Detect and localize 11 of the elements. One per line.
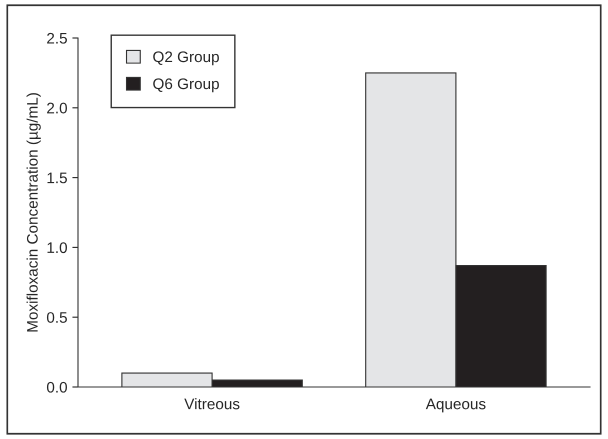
legend-label: Q2 Group: [153, 51, 219, 66]
y-tick-label: 1.5: [48, 172, 67, 184]
y-axis-title: Moxifloxacin Concentration (µg/mL): [26, 93, 41, 332]
y-tick-label: 0.0: [46, 382, 67, 393]
y-tick-label: 2.0: [47, 102, 67, 114]
y-tick-label: 1.0: [48, 242, 67, 254]
legend-label: Q6 Group: [153, 78, 219, 92]
y-tick-label: 2.5: [47, 32, 67, 44]
y-tick-label: 0.5: [46, 312, 67, 323]
x-tick-label: Aqueous: [426, 398, 486, 412]
x-tick-label: Vitreous: [184, 398, 240, 410]
